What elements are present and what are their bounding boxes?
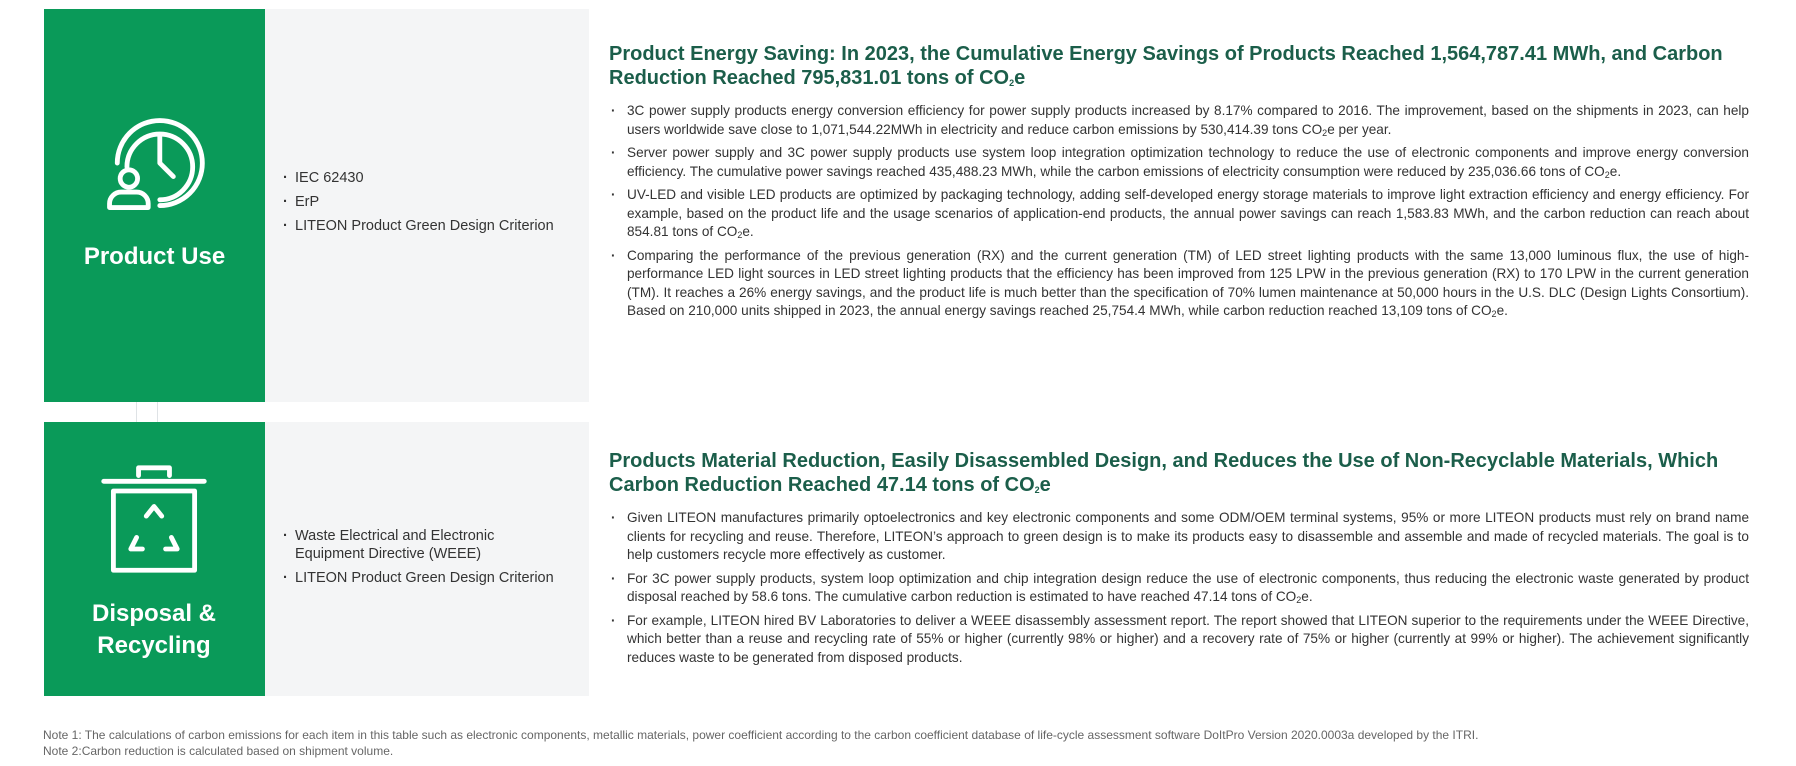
standard-item: Waste Electrical and Electronic Equipmen… bbox=[283, 527, 515, 563]
row-product-use: Product Use IEC 62430 ErP LITEON Product… bbox=[44, 9, 1764, 402]
standard-item: LITEON Product Green Design Criterion bbox=[283, 217, 583, 235]
content-panel: Product Energy Saving: In 2023, the Cumu… bbox=[609, 42, 1749, 326]
stage-panel: Product Use bbox=[44, 9, 265, 402]
standard-item: LITEON Product Green Design Criterion bbox=[283, 569, 583, 587]
bullet-item: Comparing the performance of the previou… bbox=[609, 247, 1749, 321]
bullet-item: 3C power supply products energy conversi… bbox=[609, 102, 1749, 139]
bullet-list: 3C power supply products energy conversi… bbox=[609, 102, 1749, 321]
bullet-item: UV-LED and visible LED products are opti… bbox=[609, 186, 1749, 242]
clock-person-icon bbox=[107, 118, 205, 210]
bullet-list: Given LITEON manufactures primarily opto… bbox=[609, 509, 1749, 667]
standard-item: ErP bbox=[283, 193, 583, 211]
standards-list: IEC 62430 ErP LITEON Product Green Desig… bbox=[283, 169, 583, 241]
footnotes: Note 1: The calculations of carbon emiss… bbox=[43, 727, 1478, 759]
content-panel: Products Material Reduction, Easily Disa… bbox=[609, 449, 1749, 672]
standards-list: Waste Electrical and Electronic Equipmen… bbox=[283, 527, 583, 593]
bullet-item: For example, LITEON hired BV Laboratorie… bbox=[609, 612, 1749, 668]
stage-title: Disposal & Recycling bbox=[91, 600, 217, 659]
bullet-item: Given LITEON manufactures primarily opto… bbox=[609, 509, 1749, 565]
stage-panel: Disposal & Recycling bbox=[44, 422, 265, 696]
row-disposal-recycling: Disposal & Recycling Waste Electrical an… bbox=[44, 422, 1764, 696]
bullet-item: For 3C power supply products, system loo… bbox=[609, 570, 1749, 607]
stage-title: Product Use bbox=[83, 243, 226, 270]
standard-item: IEC 62430 bbox=[283, 169, 583, 187]
footnote: Note 1: The calculations of carbon emiss… bbox=[43, 728, 1479, 742]
section-heading: Product Energy Saving: In 2023, the Cumu… bbox=[609, 43, 1723, 89]
standards-panel: IEC 62430 ErP LITEON Product Green Desig… bbox=[265, 9, 589, 402]
footnote: Note 2:Carbon reduction is calculated ba… bbox=[43, 744, 394, 758]
recycle-bin-icon bbox=[101, 465, 207, 573]
bullet-item: Server power supply and 3C power supply … bbox=[609, 144, 1749, 181]
section-heading: Products Material Reduction, Easily Disa… bbox=[609, 450, 1719, 496]
row-connector bbox=[136, 402, 158, 424]
standards-panel: Waste Electrical and Electronic Equipmen… bbox=[265, 422, 589, 696]
